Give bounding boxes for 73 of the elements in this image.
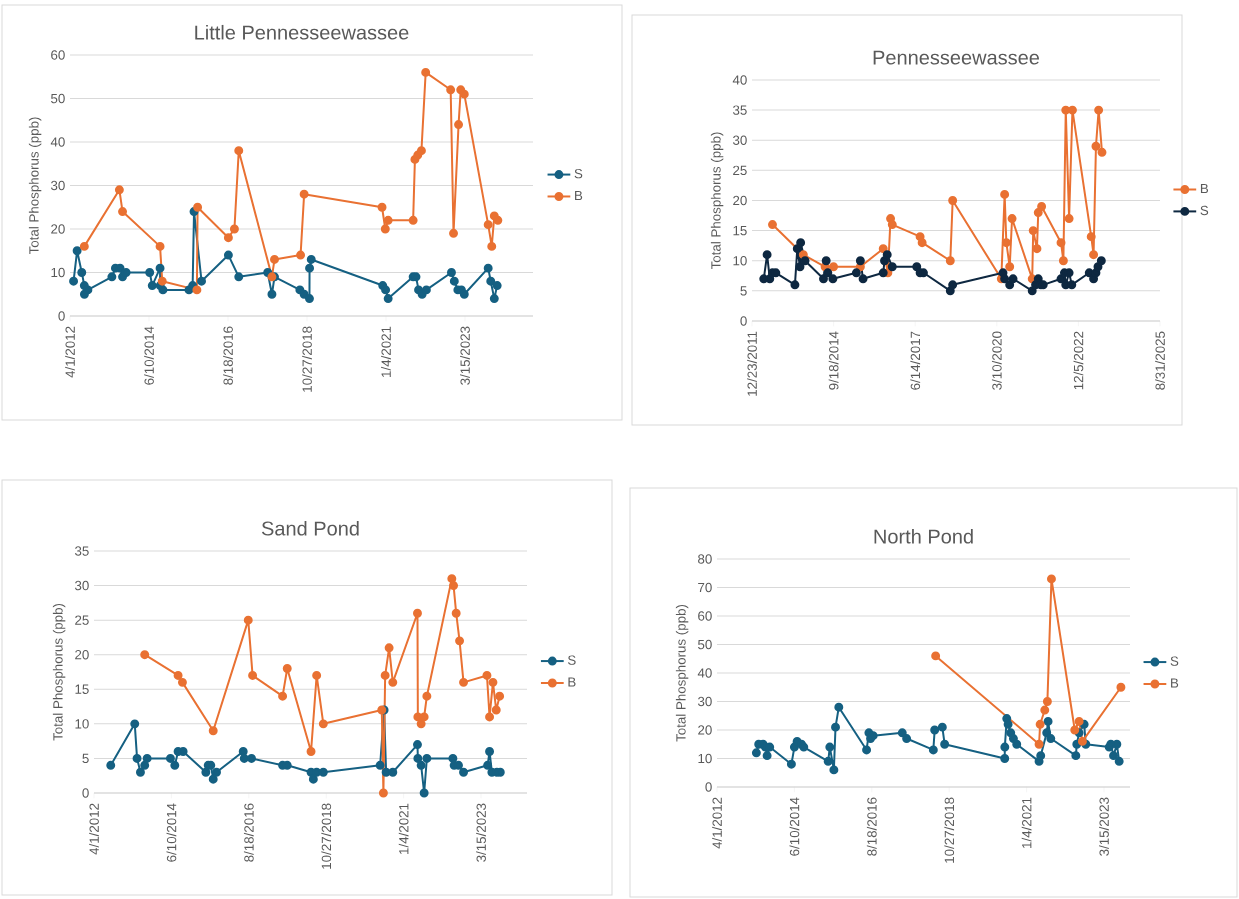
y-axis-title: Total Phosphorus (ppb) (710, 132, 724, 270)
x-tick-label: 4/1/2012 (65, 326, 75, 378)
y-tick-label: 10 (75, 719, 89, 729)
x-tick-label: 8/18/2016 (223, 326, 233, 385)
y-tick-label: 15 (75, 684, 89, 694)
y-tick-label: 30 (697, 696, 712, 707)
legend-label: B (575, 190, 583, 201)
x-tick-label: 3/15/2023 (460, 326, 470, 385)
y-tick-label: 20 (51, 224, 65, 234)
y-tick-label: 5 (82, 753, 89, 764)
legend-label: S (1200, 205, 1209, 216)
x-tick-label: 3/10/2020 (991, 331, 1002, 390)
x-tick-label: 12/23/2011 (747, 331, 757, 396)
y-axis-title: Total Phosphorus (ppb) (52, 603, 66, 741)
x-tick-label: 8/18/2016 (866, 797, 877, 856)
y-tick-label: 35 (74, 546, 89, 556)
y-tick-label: 20 (75, 649, 89, 660)
y-tick-label: 15 (733, 225, 747, 236)
x-tick-label: 1/4/2021 (381, 326, 391, 377)
y-tick-label: 30 (74, 580, 89, 591)
y-tick-label: 40 (732, 75, 747, 85)
chart-title: North Pond (874, 528, 973, 544)
y-tick-label: 25 (733, 165, 747, 176)
y-tick-label: 0 (740, 316, 747, 326)
y-axis-title: Total Phosphorus (ppb) (675, 604, 689, 742)
chart-title: Little Pennesseewassee (195, 24, 409, 40)
x-tick-label: 10/27/2018 (302, 326, 312, 392)
legend-label: S (567, 655, 576, 665)
y-tick-label: 60 (698, 611, 712, 621)
y-axis-title: Total Phosphorus (ppb) (28, 117, 42, 255)
legend-label: B (1200, 183, 1209, 194)
y-tick-label: 0 (82, 788, 89, 798)
y-tick-label: 20 (698, 725, 712, 735)
x-tick-label: 8/31/2025 (1155, 331, 1165, 390)
x-tick-label: 3/15/2023 (1099, 797, 1109, 856)
x-tick-label: 9/18/2014 (828, 331, 839, 390)
y-tick-label: 5 (740, 286, 747, 296)
y-tick-label: 40 (50, 137, 65, 147)
x-tick-label: 1/4/2021 (1021, 797, 1032, 848)
y-tick-label: 70 (698, 582, 712, 593)
y-tick-label: 30 (50, 180, 65, 191)
y-tick-label: 35 (732, 105, 747, 115)
y-tick-label: 50 (698, 639, 712, 650)
x-tick-label: 4/1/2012 (712, 797, 722, 849)
y-tick-label: 0 (58, 311, 65, 321)
y-tick-label: 80 (698, 554, 712, 564)
y-tick-label: 60 (51, 50, 65, 60)
y-tick-label: 10 (51, 267, 65, 278)
x-tick-label: 10/27/2018 (944, 797, 955, 863)
chart-title: Pennesseewassee (873, 50, 1040, 65)
x-tick-label: 10/27/2018 (321, 803, 332, 869)
y-tick-label: 30 (732, 135, 747, 145)
x-tick-label: 6/10/2014 (166, 803, 177, 862)
x-tick-label: 8/18/2016 (243, 803, 254, 862)
y-tick-label: 50 (51, 93, 65, 104)
legend-label: S (1170, 656, 1179, 666)
y-tick-label: 10 (698, 753, 712, 764)
x-tick-label: 6/10/2014 (144, 326, 154, 385)
legend-label: S (574, 168, 583, 179)
x-tick-label: 4/1/2012 (89, 803, 99, 855)
y-tick-label: 0 (705, 782, 712, 792)
chart-title: Sand Pond (261, 520, 359, 536)
y-tick-label: 20 (733, 195, 747, 206)
x-tick-label: 12/5/2022 (1073, 331, 1084, 390)
x-tick-label: 3/15/2023 (476, 803, 486, 862)
legend-label: B (568, 677, 576, 687)
y-tick-label: 10 (733, 256, 747, 266)
y-tick-label: 40 (697, 668, 712, 678)
y-tick-label: 25 (75, 615, 89, 625)
legend-label: B (1171, 678, 1179, 688)
x-tick-label: 6/10/2014 (789, 797, 800, 856)
x-tick-label: 6/14/2017 (910, 331, 921, 390)
x-tick-label: 1/4/2021 (398, 803, 409, 854)
